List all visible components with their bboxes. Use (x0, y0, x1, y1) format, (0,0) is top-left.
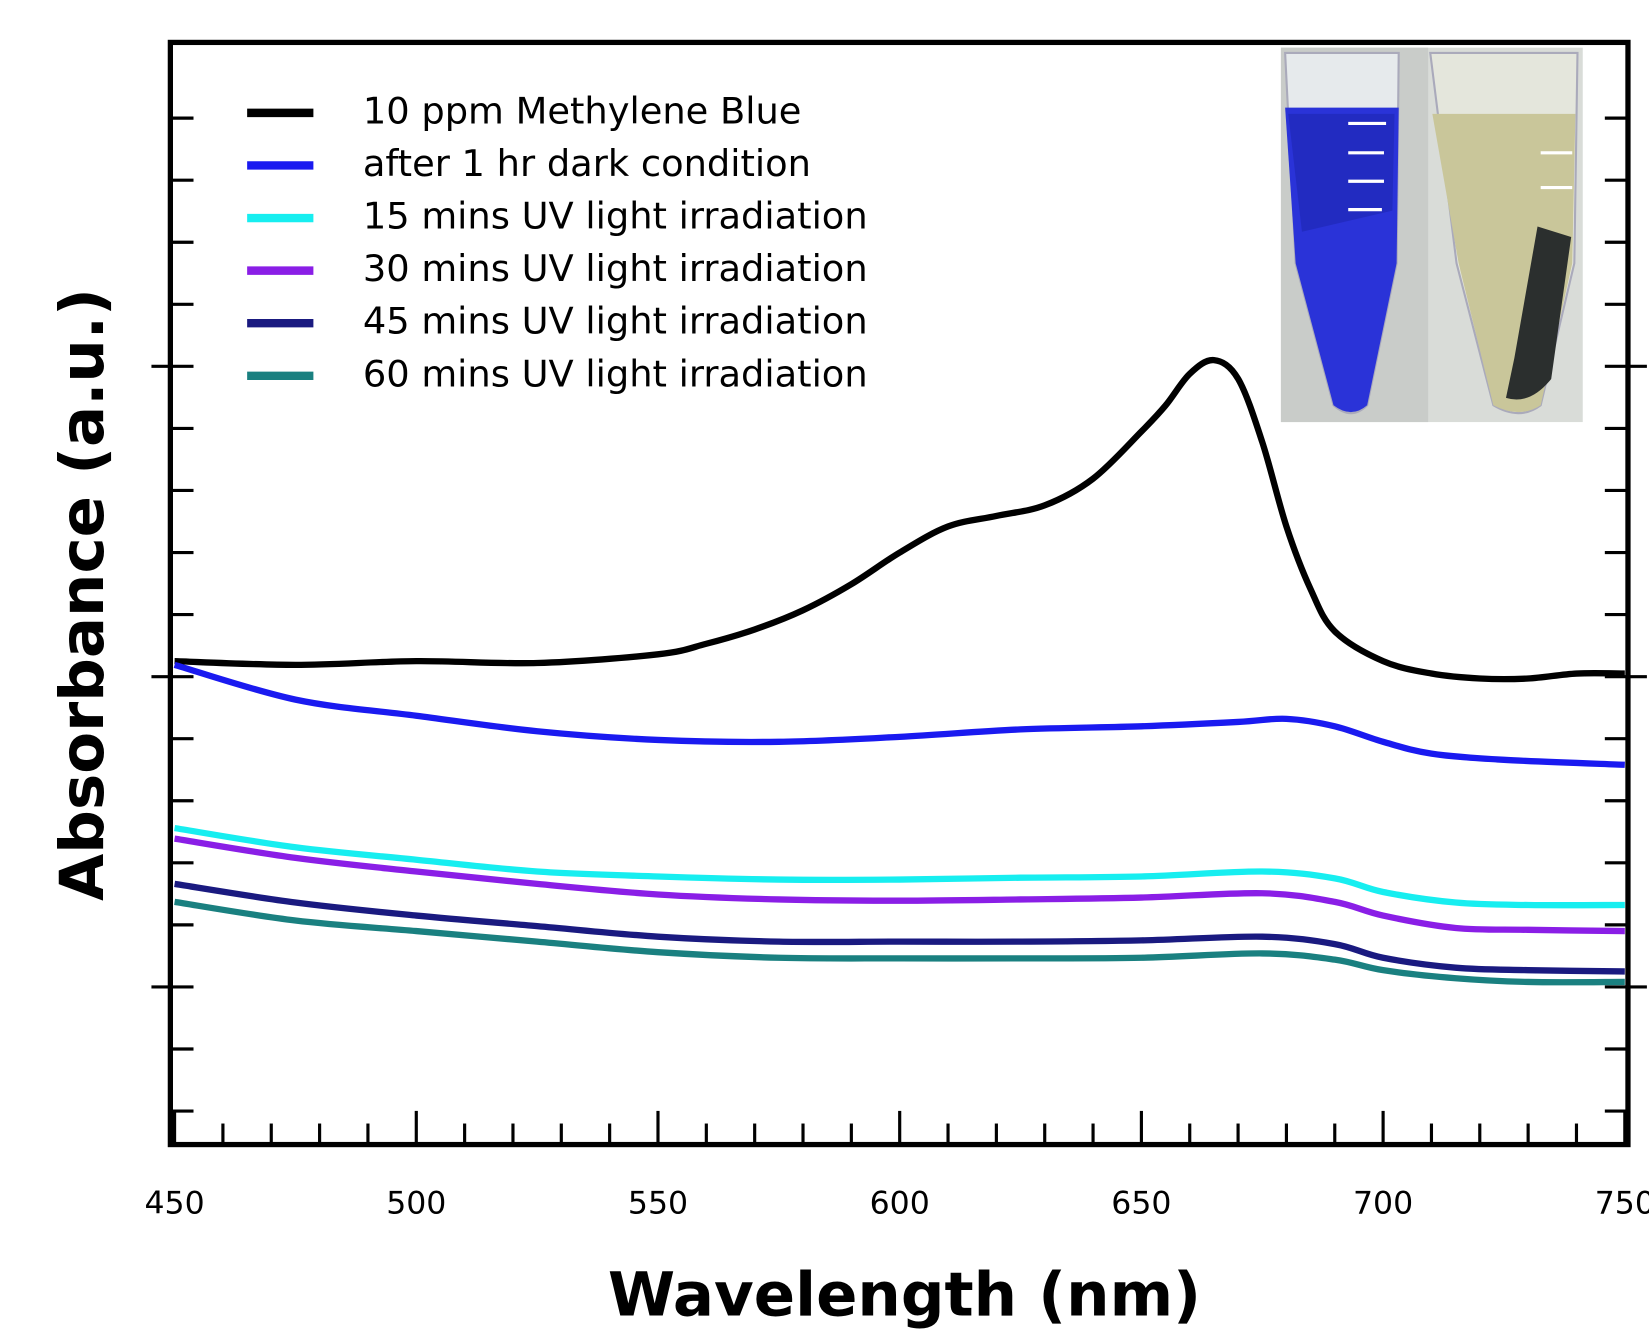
series-line (174, 824, 1625, 909)
legend-label: after 1 hr dark condition (363, 142, 811, 185)
legend-label: 10 ppm Methylene Blue (363, 89, 802, 132)
legend-label: 15 mins UV light irradiation (363, 195, 868, 238)
x-tick-label: 600 (870, 1186, 930, 1222)
x-tick-label: 700 (1353, 1186, 1413, 1222)
series-line (173, 661, 1625, 768)
series-line (174, 835, 1625, 935)
x-tick-label: 750 (1595, 1186, 1649, 1222)
x-tick-label: 500 (386, 1186, 446, 1222)
series-line (174, 898, 1625, 986)
legend-label: 60 mins UV light irradiation (363, 352, 868, 395)
legend-label: 30 mins UV light irradiation (363, 247, 868, 290)
legend-label: 45 mins UV light irradiation (363, 300, 868, 343)
series-line (174, 356, 1625, 683)
inset-photo (1280, 47, 1583, 423)
x-tick-label: 550 (628, 1186, 688, 1222)
x-tick-label: 650 (1111, 1186, 1171, 1222)
y-axis-title: Absorbance (a.u.) (47, 288, 118, 901)
x-tick-label: 450 (144, 1186, 204, 1222)
x-axis-title: Wavelength (nm) (608, 1260, 1201, 1330)
series-line (174, 880, 1625, 975)
